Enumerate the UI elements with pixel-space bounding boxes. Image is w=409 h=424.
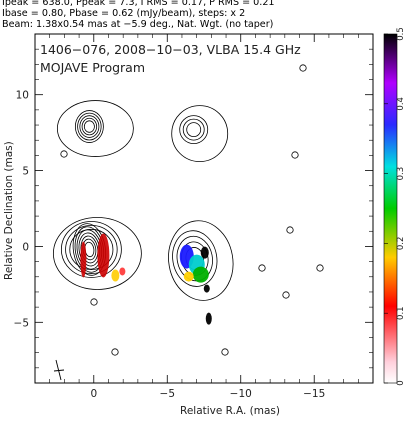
noise-contour [90,298,98,306]
jet-polarization [183,271,194,282]
axis-ticks: 0 −5 −10 −15 −5 0 5 10 [14,33,374,400]
y-tick-label: −5 [14,317,29,329]
north-outer-contour [56,100,134,157]
noise-contour [286,226,294,234]
north-contour [74,110,104,143]
noise-contour [60,150,68,158]
north-contour [79,115,100,138]
noise-blobs [60,64,324,356]
colorbar-label: 0.5 [396,27,406,41]
core-contour [60,221,122,278]
x-tick-label: −10 [230,388,252,400]
core-outer-contour [52,217,142,290]
ne-jet-outer-contour [171,105,229,162]
chart-title: 1406−076, 2008−10−03, VLBA 15.4 GHz [40,42,301,57]
noise-contour [316,264,324,272]
noise-contour [111,348,119,356]
plot-frame [34,33,374,384]
chart-subtitle: MOJAVE Program [40,60,145,75]
y-tick-label: 10 [16,90,29,102]
ne-jet-contour [179,115,209,144]
colorbar-label: 0 [396,380,406,385]
header-line-base: Ibase = 0.80, Pbase = 0.62 (mJy/beam), s… [2,8,246,19]
core-polarization [119,267,126,276]
ne-jet-contour [186,122,202,137]
jet-polarization [203,284,210,293]
noise-contour [282,291,290,299]
east-jet-outer-contour [168,220,234,301]
beam-marker [53,359,65,381]
colorbar-label: 0.2 [396,237,406,251]
jet-polarization [200,246,209,259]
core-contour [69,228,114,271]
x-tick-label: 0 [90,388,97,400]
north-contour [77,112,102,141]
y-tick-label: 5 [22,166,29,178]
colorbar [383,33,398,384]
noise-contour [291,151,299,159]
core-polarization [80,241,87,278]
x-tick-label: −5 [160,388,175,400]
core-polarization [111,269,120,282]
colorbar-ticks: 0 0.1 0.2 0.3 0.4 0.5 [384,27,406,386]
east-jet-contour [172,230,218,287]
ne-jet-contour [182,118,205,141]
colorbar-label: 0.1 [396,306,406,320]
noise-contour [221,348,229,356]
header-line-peak: Ipeak = 638.0, Ppeak = 7.3, I RMS = 0.17… [2,0,275,8]
y-tick-label: 0 [22,241,29,253]
core-contour [65,224,118,274]
y-axis-label: Relative Declination (mas) [3,141,15,280]
header-line-beam: Beam: 1.38x0.54 mas at −5.9 deg., Nat. W… [2,19,274,30]
noise-contour [258,264,266,272]
jet-polarization [192,266,209,283]
north-contour [81,117,98,136]
north-contour [83,120,95,133]
contour-lines [52,100,234,301]
core-polarization [97,233,110,278]
noise-contour [299,64,307,72]
colorbar-label: 0.4 [396,97,406,111]
x-tick-label: −15 [303,388,325,400]
x-axis-label: Relative R.A. (mas) [180,405,280,417]
colorbar-label: 0.3 [396,167,406,181]
jet-polarization [205,312,212,325]
polarization-color-map [80,233,212,325]
